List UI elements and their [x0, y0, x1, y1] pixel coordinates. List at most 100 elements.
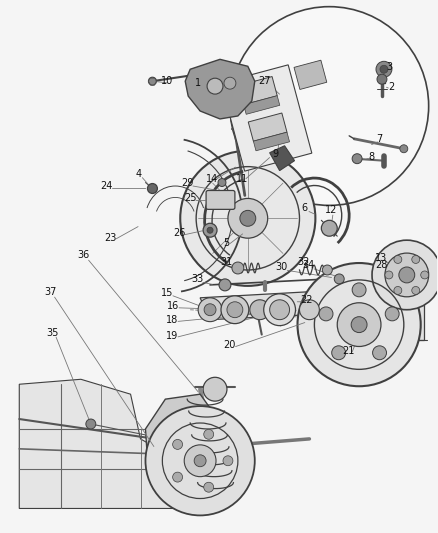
Circle shape — [223, 456, 233, 466]
Text: 28: 28 — [375, 260, 387, 270]
Text: 20: 20 — [224, 341, 236, 351]
Text: 12: 12 — [325, 205, 337, 215]
Text: 29: 29 — [181, 177, 194, 188]
Circle shape — [180, 151, 315, 286]
Circle shape — [376, 61, 392, 77]
Circle shape — [321, 220, 337, 236]
Circle shape — [173, 472, 183, 482]
Text: 34: 34 — [302, 260, 314, 270]
Text: 19: 19 — [166, 330, 178, 341]
Text: 4: 4 — [135, 168, 141, 179]
Circle shape — [224, 77, 236, 89]
Text: 22: 22 — [300, 295, 313, 305]
Text: 3: 3 — [386, 62, 392, 72]
Text: 25: 25 — [184, 193, 196, 204]
Circle shape — [421, 271, 429, 279]
Polygon shape — [19, 379, 175, 508]
Circle shape — [204, 482, 214, 492]
Circle shape — [300, 300, 319, 320]
Circle shape — [337, 303, 381, 346]
Text: 21: 21 — [342, 346, 354, 357]
Circle shape — [230, 6, 429, 205]
Circle shape — [399, 267, 415, 283]
Circle shape — [319, 307, 333, 321]
Circle shape — [332, 346, 346, 360]
Text: 33: 33 — [191, 274, 203, 284]
Circle shape — [221, 296, 249, 324]
Text: 16: 16 — [167, 301, 180, 311]
Circle shape — [373, 346, 386, 360]
Circle shape — [203, 377, 227, 401]
Polygon shape — [254, 132, 290, 151]
Polygon shape — [414, 248, 424, 340]
Circle shape — [218, 179, 226, 187]
Circle shape — [334, 274, 344, 284]
Circle shape — [194, 455, 206, 467]
Circle shape — [412, 255, 420, 263]
Circle shape — [198, 298, 222, 321]
Circle shape — [394, 286, 402, 294]
Text: 7: 7 — [376, 134, 382, 144]
Text: 15: 15 — [161, 288, 173, 298]
Circle shape — [385, 253, 429, 297]
Circle shape — [204, 304, 216, 316]
Circle shape — [385, 271, 393, 279]
Text: 14: 14 — [206, 174, 218, 183]
Polygon shape — [270, 146, 294, 171]
Circle shape — [227, 302, 243, 318]
Circle shape — [204, 429, 214, 439]
Circle shape — [351, 317, 367, 333]
Text: 30: 30 — [276, 262, 288, 272]
Circle shape — [86, 419, 96, 429]
Polygon shape — [248, 113, 287, 141]
Circle shape — [352, 283, 366, 297]
Text: 13: 13 — [375, 253, 387, 263]
Circle shape — [372, 240, 438, 310]
FancyBboxPatch shape — [206, 190, 235, 209]
Text: 26: 26 — [173, 228, 185, 238]
Text: 23: 23 — [105, 233, 117, 243]
Circle shape — [250, 300, 270, 320]
Circle shape — [264, 294, 296, 326]
Circle shape — [203, 223, 217, 237]
Text: 9: 9 — [272, 149, 279, 159]
Circle shape — [394, 255, 402, 263]
Circle shape — [270, 300, 290, 320]
Text: 1: 1 — [195, 78, 201, 88]
Circle shape — [207, 78, 223, 94]
Circle shape — [148, 77, 156, 85]
Text: 31: 31 — [220, 257, 232, 267]
Text: 32: 32 — [297, 257, 310, 267]
Circle shape — [322, 265, 332, 275]
Polygon shape — [185, 59, 255, 119]
Circle shape — [297, 263, 421, 386]
Circle shape — [232, 262, 244, 274]
Text: 35: 35 — [46, 328, 58, 337]
Text: 24: 24 — [101, 181, 113, 190]
Circle shape — [145, 406, 255, 515]
Text: 5: 5 — [223, 238, 229, 248]
Text: 37: 37 — [44, 287, 56, 297]
Circle shape — [228, 198, 268, 238]
Text: 27: 27 — [258, 76, 271, 86]
Text: 36: 36 — [78, 250, 90, 260]
Polygon shape — [200, 288, 409, 320]
Circle shape — [385, 307, 399, 321]
Circle shape — [380, 65, 388, 73]
Circle shape — [400, 145, 408, 153]
Circle shape — [184, 445, 216, 477]
Text: 2: 2 — [388, 82, 394, 92]
Circle shape — [352, 154, 362, 164]
Text: 10: 10 — [161, 76, 173, 86]
Circle shape — [219, 279, 231, 291]
Polygon shape — [294, 60, 327, 90]
Text: 11: 11 — [236, 174, 248, 183]
Circle shape — [412, 286, 420, 294]
Polygon shape — [221, 65, 312, 171]
Polygon shape — [238, 77, 277, 104]
Text: 6: 6 — [301, 204, 307, 213]
Circle shape — [148, 183, 157, 193]
Circle shape — [240, 211, 256, 226]
Polygon shape — [244, 96, 280, 114]
Circle shape — [173, 439, 183, 449]
